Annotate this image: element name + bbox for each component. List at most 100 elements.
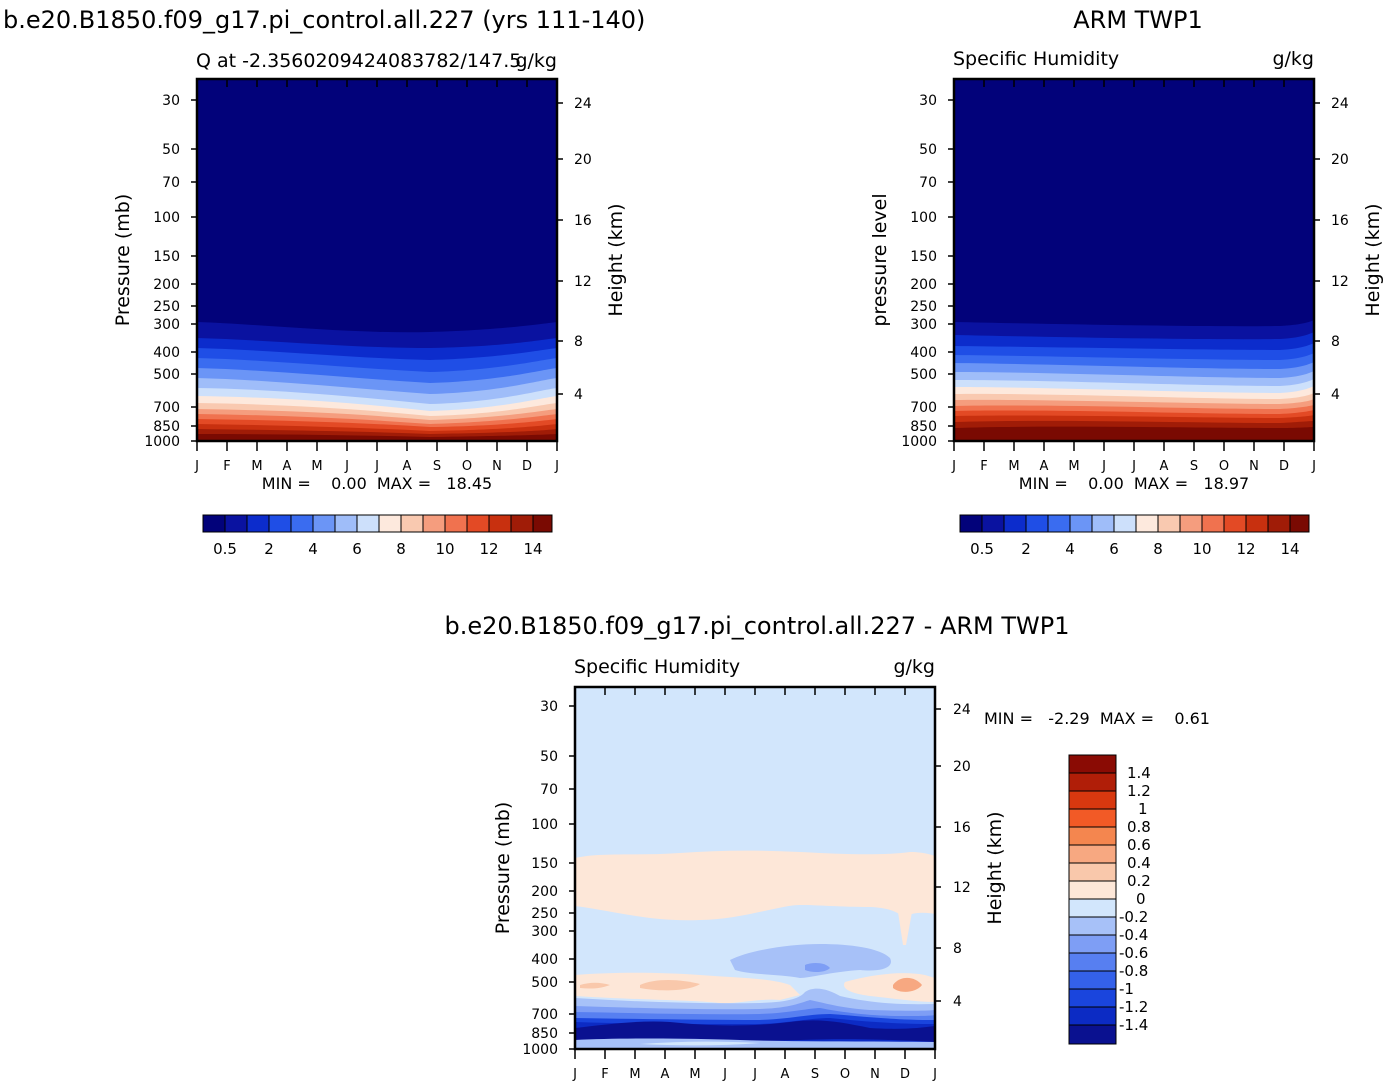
colorbar-label: 4	[308, 540, 318, 558]
y-tick-label: 30	[540, 699, 558, 715]
x-tick-label: O	[840, 1067, 850, 1082]
colorbar-swatch	[1047, 514, 1071, 533]
x-tick-label: J	[752, 1067, 757, 1082]
colorbar-swatch	[1068, 790, 1117, 810]
colorbar-label: 8	[396, 540, 406, 558]
colorbar-swatch	[1157, 514, 1181, 533]
x-tick-label: N	[1249, 459, 1259, 474]
x-tick-label: A	[1160, 459, 1169, 474]
y-tick-label: 500	[153, 367, 180, 383]
colorbar-swatch	[268, 514, 292, 533]
obs-colorbar: 0.5 2 4 6 8 10 12 14	[959, 514, 1310, 558]
x-tick-label: O	[1219, 459, 1229, 474]
x-tick-label: A	[1040, 459, 1049, 474]
x-tick-label: D	[900, 1067, 910, 1082]
colorbar-swatch	[1113, 514, 1137, 533]
difference-right-tick-labels: 24 20 16 12 8 4	[953, 702, 971, 1010]
height-tick-label: 4	[953, 994, 962, 1010]
y-tick-label: 300	[153, 317, 180, 333]
x-tick-label: J	[722, 1067, 727, 1082]
colorbar-swatch	[1068, 772, 1117, 792]
colorbar-label: 1	[1138, 800, 1148, 818]
colorbar-swatch	[246, 514, 270, 533]
model-height-axis-label: Height (km)	[605, 203, 627, 316]
colorbar-swatch	[356, 514, 380, 533]
left-figure-title: b.e20.B1850.f09_g17.pi_control.all.227 (…	[3, 6, 645, 34]
y-tick-label: 50	[919, 142, 937, 158]
difference-y-tick-labels: 30 50 70 100 150 200 250 300 400 500 700…	[522, 699, 558, 1058]
height-tick-label: 16	[1331, 213, 1349, 229]
y-tick-label: 250	[153, 299, 180, 315]
height-tick-label: 20	[953, 759, 971, 775]
colorbar-swatch	[1069, 514, 1093, 533]
colorbar-label: 2	[264, 540, 274, 558]
obs-y-axis-label: pressure level	[869, 193, 891, 326]
height-tick-label: 8	[1331, 334, 1340, 350]
diff-positive-core-left	[580, 982, 610, 989]
difference-colorbar-labels: 1.4 1.2 1 0.8 0.6 0.4 0.2 0 -0.2 -0.4 -0…	[1119, 764, 1151, 1034]
right-figure-title: ARM TWP1	[1073, 6, 1203, 34]
y-tick-label: 70	[540, 782, 558, 798]
difference-panel: Specific Humidity g/kg	[492, 656, 1210, 1082]
diff-positive-layer-upper	[575, 850, 935, 921]
x-tick-label: J	[344, 459, 349, 474]
colorbar-swatch	[334, 514, 358, 533]
difference-subtitle-left: Specific Humidity	[574, 656, 740, 678]
y-tick-label: 50	[540, 749, 558, 765]
colorbar-swatch	[1068, 952, 1117, 972]
colorbar-swatch	[1068, 880, 1117, 900]
model-colorbar: 0.5 2 4 6 8 10 12 14	[202, 514, 553, 558]
x-tick-label: A	[283, 459, 292, 474]
height-tick-label: 24	[1331, 96, 1349, 112]
colorbar-swatch	[1289, 514, 1310, 533]
colorbar-swatch	[1068, 970, 1117, 990]
colorbar-label: 1.2	[1127, 782, 1151, 800]
difference-x-tick-labels: J F M A M J J A S O N D J	[572, 1067, 937, 1082]
height-tick-label: 20	[574, 152, 592, 168]
y-tick-label: 400	[531, 952, 558, 968]
y-tick-label: 850	[153, 419, 180, 435]
colorbar-swatch	[1245, 514, 1269, 533]
y-tick-label: 50	[162, 142, 180, 158]
y-tick-label: 30	[919, 93, 937, 109]
colorbar-swatch	[224, 514, 248, 533]
colorbar-swatch	[1068, 754, 1117, 774]
obs-subtitle-left: Specific Humidity	[953, 48, 1119, 70]
colorbar-label: -0.6	[1119, 944, 1148, 962]
colorbar-swatch	[959, 514, 983, 533]
y-tick-label: 1000	[522, 1042, 558, 1058]
colorbar-swatch	[1201, 514, 1225, 533]
colorbar-label: 0.6	[1127, 836, 1151, 854]
x-tick-label: F	[223, 459, 230, 474]
diff-negative-mid-b	[805, 963, 830, 973]
colorbar-swatch	[400, 514, 424, 533]
difference-subtitle-right: g/kg	[893, 656, 935, 678]
y-tick-label: 500	[910, 367, 937, 383]
height-tick-label: 12	[574, 274, 592, 290]
colorbar-swatch	[532, 514, 553, 533]
difference-height-axis-label: Height (km)	[984, 811, 1006, 924]
x-tick-label: D	[522, 459, 532, 474]
colorbar-swatch	[1068, 862, 1117, 882]
colorbar-swatch	[422, 514, 446, 533]
colorbar-label: 6	[352, 540, 362, 558]
y-tick-label: 200	[153, 277, 180, 293]
colorbar-label: 1.4	[1127, 764, 1151, 782]
y-tick-label: 100	[153, 210, 180, 226]
colorbar-label: 8	[1153, 540, 1163, 558]
obs-contour-field	[954, 79, 1314, 441]
colorbar-swatch	[1025, 514, 1049, 533]
obs-ticks	[948, 79, 1320, 451]
colorbar-label: -0.8	[1119, 962, 1148, 980]
diff-positive-core-mid	[640, 980, 700, 991]
x-tick-label: M	[251, 459, 262, 474]
colorbar-label: 14	[523, 540, 542, 558]
obs-height-axis-label: Height (km)	[1362, 203, 1384, 316]
y-tick-label: 1000	[901, 434, 937, 450]
model-subtitle-right: g/kg	[515, 50, 557, 72]
colorbar-swatch	[981, 514, 1005, 533]
colorbar-swatch	[1179, 514, 1203, 533]
colorbar-swatch	[1135, 514, 1159, 533]
y-tick-label: 300	[531, 924, 558, 940]
